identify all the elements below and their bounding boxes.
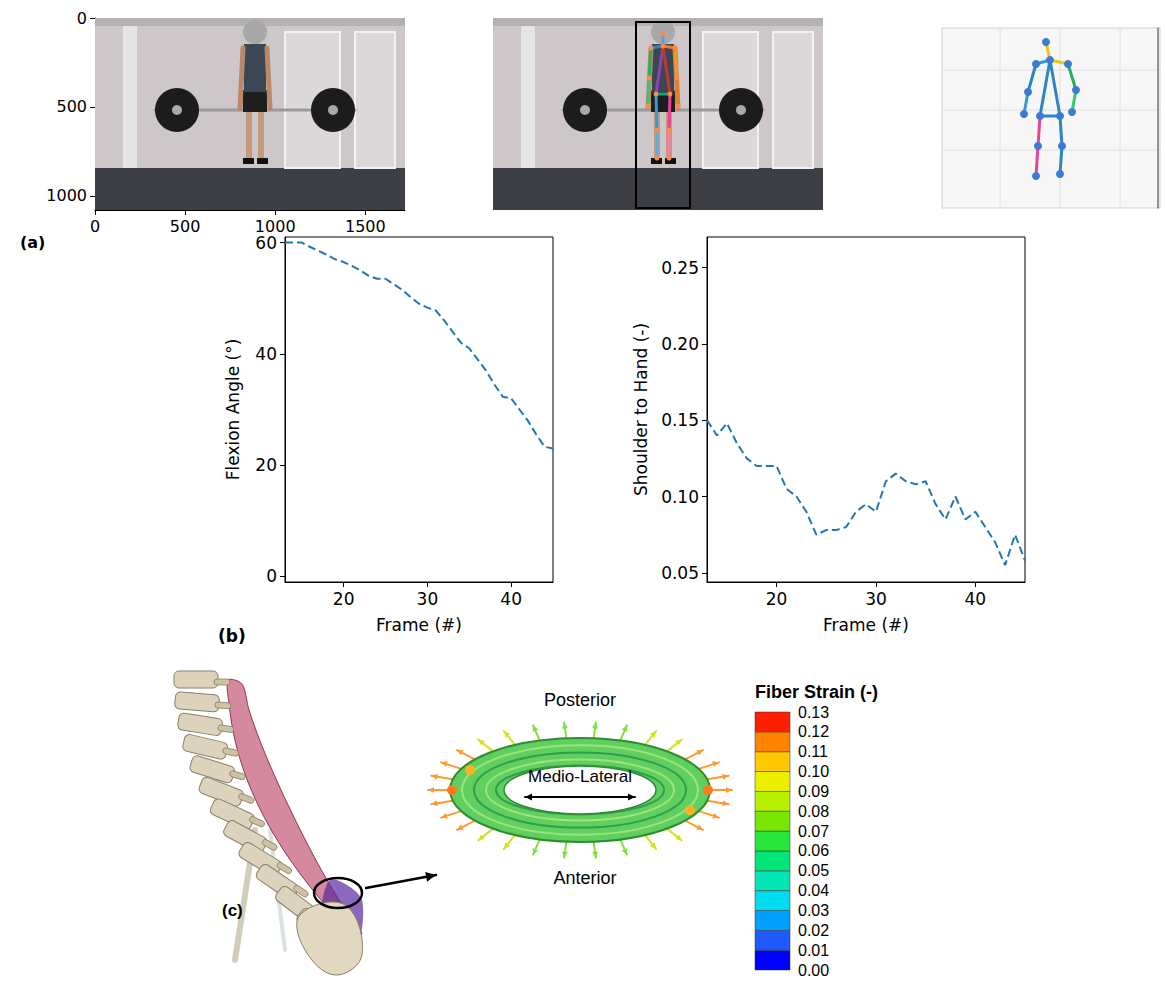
- svg-text:0.07: 0.07: [798, 823, 829, 840]
- svg-text:0.09: 0.09: [798, 783, 829, 800]
- svg-text:0.13: 0.13: [798, 704, 829, 721]
- svg-text:60: 60: [255, 233, 277, 253]
- svg-text:20: 20: [255, 455, 277, 475]
- svg-text:40: 40: [255, 344, 277, 364]
- svg-text:0.08: 0.08: [798, 803, 829, 820]
- svg-text:(b): (b): [218, 626, 246, 646]
- svg-text:30: 30: [417, 589, 439, 609]
- svg-text:(a): (a): [20, 233, 45, 252]
- svg-text:20: 20: [766, 589, 788, 609]
- svg-text:0.01: 0.01: [798, 942, 829, 959]
- svg-text:0.02: 0.02: [798, 922, 829, 939]
- svg-text:0.05: 0.05: [798, 862, 829, 879]
- svg-text:Anterior: Anterior: [553, 868, 616, 888]
- svg-text:30: 30: [865, 589, 887, 609]
- svg-text:1500: 1500: [345, 217, 386, 236]
- svg-text:40: 40: [500, 589, 522, 609]
- svg-text:0.20: 0.20: [661, 334, 699, 354]
- svg-text:Flexion Angle (°): Flexion Angle (°): [223, 339, 243, 481]
- svg-text:1000: 1000: [46, 186, 87, 205]
- svg-text:0.12: 0.12: [798, 723, 829, 740]
- svg-text:Frame (#): Frame (#): [376, 615, 462, 635]
- svg-text:500: 500: [170, 217, 201, 236]
- svg-text:500: 500: [56, 97, 87, 116]
- svg-text:0.00: 0.00: [798, 962, 829, 979]
- svg-text:0: 0: [77, 9, 87, 28]
- svg-text:20: 20: [333, 589, 355, 609]
- svg-text:Shoulder to Hand (-): Shoulder to Hand (-): [631, 323, 651, 496]
- svg-text:40: 40: [964, 589, 986, 609]
- svg-text:0.25: 0.25: [661, 258, 699, 278]
- svg-text:0.04: 0.04: [798, 882, 829, 899]
- svg-text:0.10: 0.10: [798, 763, 829, 780]
- svg-text:Frame (#): Frame (#): [823, 615, 909, 635]
- svg-text:0.05: 0.05: [661, 563, 699, 583]
- svg-text:1000: 1000: [255, 217, 296, 236]
- svg-text:0.06: 0.06: [798, 842, 829, 859]
- svg-text:0: 0: [266, 566, 277, 586]
- svg-text:Posterior: Posterior: [544, 690, 616, 710]
- svg-text:0.10: 0.10: [661, 487, 699, 507]
- svg-text:(c): (c): [222, 901, 243, 920]
- svg-text:0: 0: [90, 217, 100, 236]
- svg-text:0.15: 0.15: [661, 410, 699, 430]
- svg-text:0.11: 0.11: [798, 743, 828, 760]
- svg-text:Fiber Strain (-): Fiber Strain (-): [755, 682, 878, 702]
- svg-text:0.03: 0.03: [798, 902, 829, 919]
- svg-text:Medio-Lateral: Medio-Lateral: [528, 767, 632, 786]
